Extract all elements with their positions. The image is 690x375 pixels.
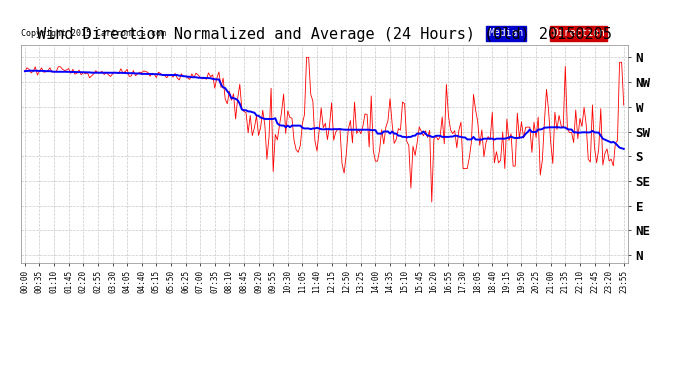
Text: Direction: Direction xyxy=(552,28,605,39)
Text: Median: Median xyxy=(489,28,524,39)
Title: Wind Direction Normalized and Average (24 Hours) (Old) 20150205: Wind Direction Normalized and Average (2… xyxy=(37,27,612,42)
Text: Copyright 2015 Cartronics.com: Copyright 2015 Cartronics.com xyxy=(21,30,166,39)
